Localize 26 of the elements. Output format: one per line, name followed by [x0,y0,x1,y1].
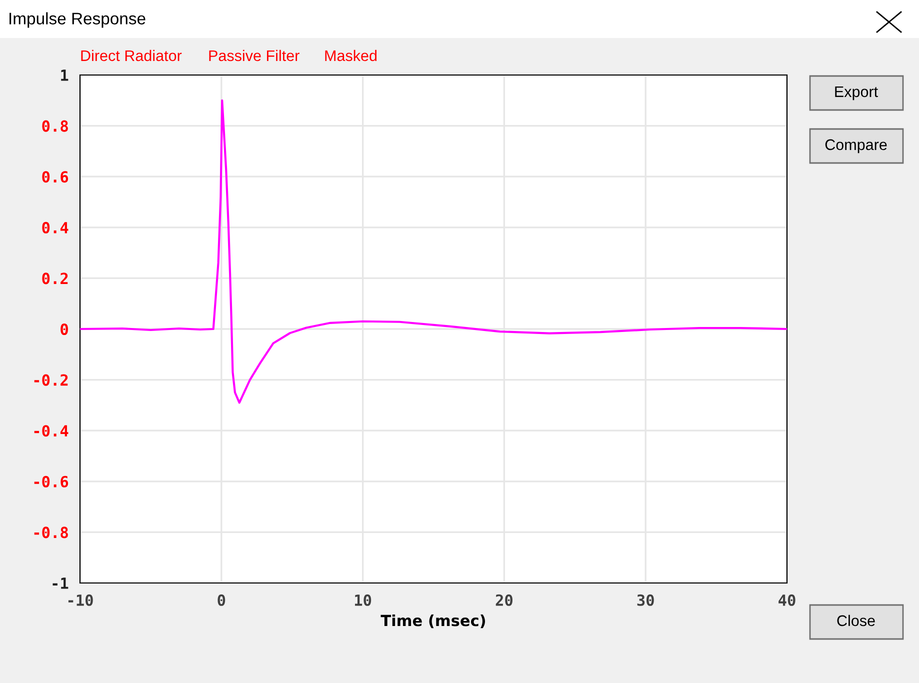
x-axis-title: Time (msec) [380,614,486,628]
y-tick-label: 0.4 [42,222,68,234]
y-tick-label: 0.8 [42,120,68,132]
y-tick-label: -1 [52,578,68,589]
text: Masked [325,50,377,62]
y-tick-label: -0.4 [34,425,68,437]
y-tick-label: 0 [60,323,68,336]
text: Passive Filter [209,50,300,62]
x-tick-label: 0 [218,594,226,606]
y-tick-label: 0.6 [42,171,68,183]
x-tick-label: 40 [778,594,796,606]
text: Export [835,86,878,100]
y-tick-label: -0.8 [34,526,68,538]
x-tick-label: 30 [637,594,654,606]
text: Direct Radiator [81,50,182,62]
y-tick-label: -0.6 [34,476,68,488]
x-tick-label: 10 [355,594,372,606]
y-tick-label: 1 [61,70,68,81]
y-tick-label: -0.2 [34,374,68,386]
text: Close [837,614,875,626]
x-tick-label: 20 [496,594,512,606]
text: Compare [825,139,887,154]
x-tick-label: -10 [68,594,93,606]
y-tick-label: 0.2 [42,272,68,284]
chart-title: Impulse Response [10,12,146,28]
line-series [80,99,787,404]
